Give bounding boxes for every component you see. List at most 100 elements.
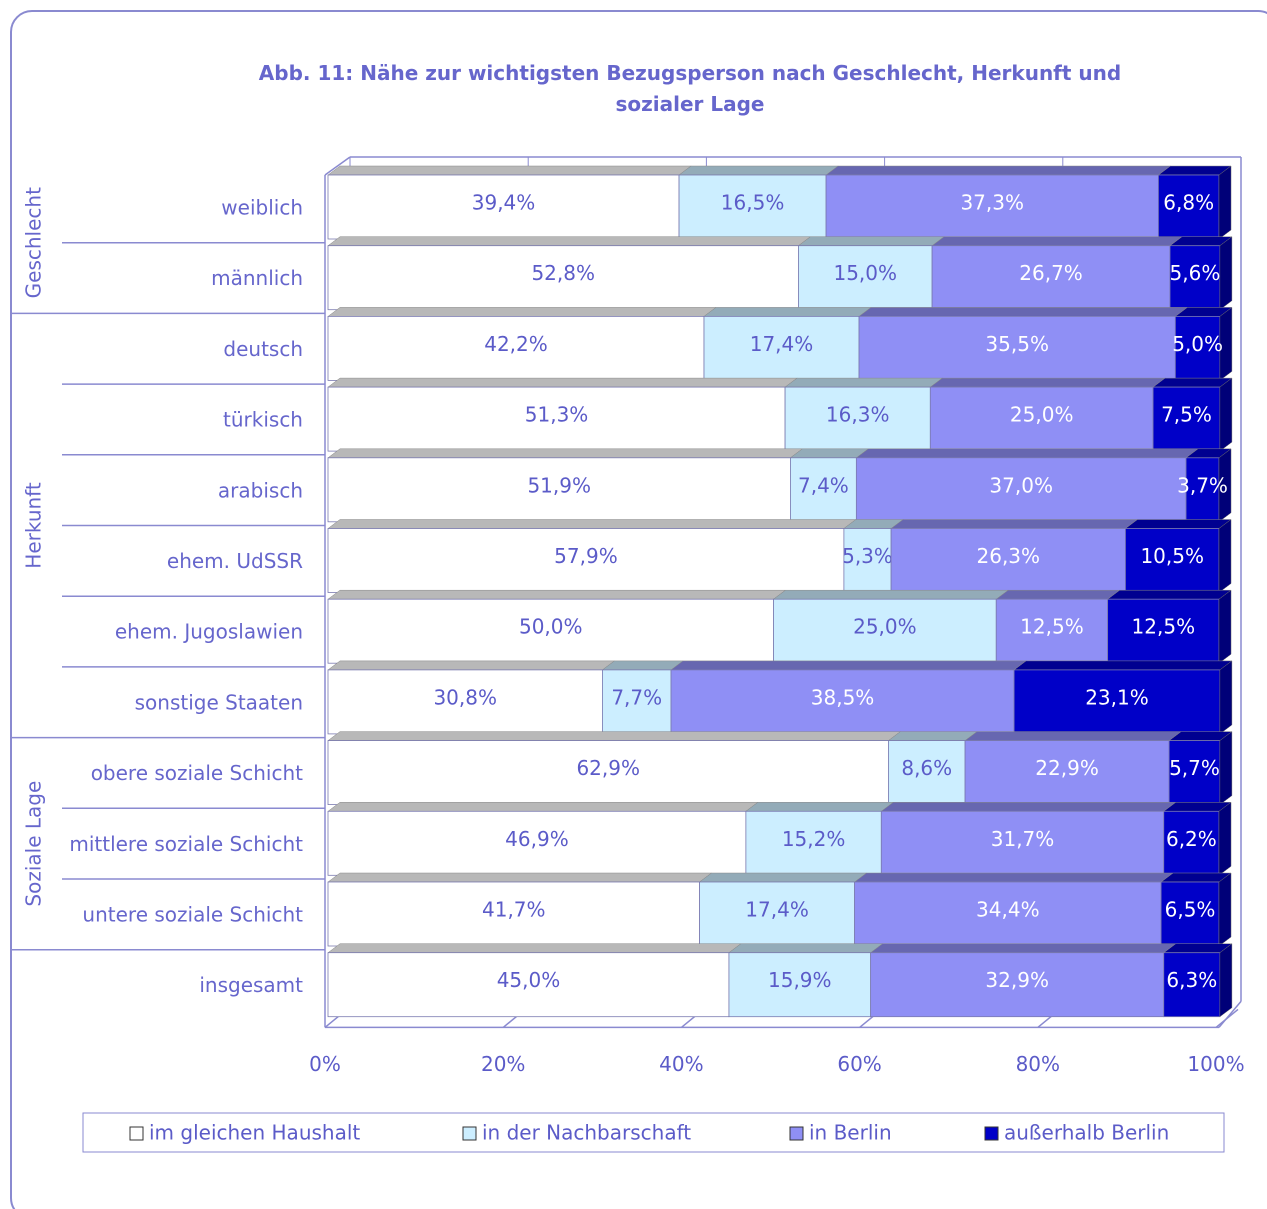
bar-top-face xyxy=(327,236,812,246)
bar-segment xyxy=(745,810,882,876)
value-label: 16,5% xyxy=(721,191,785,215)
bar-top-face xyxy=(880,802,1177,812)
bar-segment xyxy=(327,174,680,240)
bar-top-face xyxy=(670,660,1027,671)
category-label: arabisch xyxy=(218,478,303,502)
value-label: 25,0% xyxy=(1010,403,1074,427)
category-label: insgesamt xyxy=(199,973,303,997)
value-label: 12,5% xyxy=(1020,615,1084,639)
value-label: 26,7% xyxy=(1019,261,1083,285)
value-label: 7,5% xyxy=(1161,403,1212,427)
bar-top-face xyxy=(698,872,868,883)
bar-top-face xyxy=(825,165,1172,176)
x-tick-label: 100% xyxy=(1187,1052,1244,1076)
category-label: männlich xyxy=(211,266,303,290)
legend-label: außerhalb Berlin xyxy=(1004,1121,1169,1145)
bar-top-face xyxy=(327,165,692,176)
bar-segment xyxy=(327,881,700,947)
value-label: 57,9% xyxy=(554,544,618,568)
bar-segment xyxy=(327,669,603,735)
value-label: 7,4% xyxy=(798,473,849,497)
bar-top-face xyxy=(855,448,1199,459)
value-label: 39,4% xyxy=(472,191,536,215)
value-label: 10,5% xyxy=(1140,544,1204,568)
bar-segment xyxy=(790,457,857,523)
bar-top-face xyxy=(797,236,945,246)
value-label: 15,2% xyxy=(782,827,846,851)
bar-top-face xyxy=(678,165,839,176)
value-label: 17,4% xyxy=(745,898,809,922)
legend-label: im gleichen Haushalt xyxy=(149,1121,360,1145)
bar-top-face xyxy=(1157,165,1232,176)
bar-segment xyxy=(854,881,1162,947)
value-label: 25,0% xyxy=(853,615,917,639)
category-label: weiblich xyxy=(221,196,303,220)
x-tick-label: 60% xyxy=(837,1052,881,1076)
value-label: 15,9% xyxy=(768,968,832,992)
bar-top-face xyxy=(327,731,902,741)
value-label: 51,9% xyxy=(527,473,591,497)
bar-top-face xyxy=(964,731,1182,741)
bar-segment xyxy=(888,740,966,805)
value-label: 41,7% xyxy=(482,898,546,922)
bar-top-face xyxy=(327,872,713,883)
x-tick-label: 40% xyxy=(659,1052,703,1076)
bar-segment xyxy=(1013,669,1221,735)
bar-top-face xyxy=(601,660,684,671)
category-label: untere soziale Schicht xyxy=(82,903,303,927)
legend-swatch xyxy=(129,1126,144,1141)
bar-top-face xyxy=(327,589,787,600)
bar-top-face xyxy=(703,307,872,317)
value-label: 15,0% xyxy=(833,261,897,285)
value-label: 5,0% xyxy=(1172,332,1223,356)
bar-segment xyxy=(964,740,1170,805)
bar-top-face xyxy=(327,377,798,388)
bar-top-face xyxy=(327,519,857,529)
value-label: 37,3% xyxy=(960,191,1024,215)
value-label: 31,7% xyxy=(991,827,1055,851)
bar-segment xyxy=(825,174,1159,240)
bar-side-face xyxy=(1219,943,1233,1018)
bar-side-face xyxy=(1218,519,1232,593)
category-label: ehem. UdSSR xyxy=(167,549,303,573)
bar-segment xyxy=(843,528,892,593)
bar-top-face xyxy=(327,660,616,671)
value-label: 51,3% xyxy=(525,403,589,427)
bar-top-face xyxy=(327,307,717,317)
bar-segment xyxy=(327,598,774,664)
bar-segment xyxy=(880,810,1165,876)
bar-segment xyxy=(602,669,672,735)
bar-side-face xyxy=(1218,165,1232,240)
bar-top-face xyxy=(327,943,742,953)
x-tick-label: 80% xyxy=(1016,1052,1060,1076)
bar-side-face xyxy=(1219,236,1233,311)
value-label: 16,3% xyxy=(826,403,890,427)
value-label: 37,0% xyxy=(989,473,1053,497)
value-label: 6,8% xyxy=(1163,191,1214,215)
bar-segment xyxy=(1169,245,1221,311)
bar-segment xyxy=(929,386,1154,452)
bar-segment xyxy=(1163,952,1221,1018)
value-label: 6,2% xyxy=(1166,827,1217,851)
value-label: 22,9% xyxy=(1035,756,1099,780)
bar-top-face xyxy=(327,448,804,459)
value-label: 38,5% xyxy=(811,685,875,709)
legend-swatch xyxy=(462,1126,477,1141)
bar-side-face xyxy=(1219,731,1233,806)
bar-top-face xyxy=(1124,519,1232,529)
category-label: mittlere soziale Schicht xyxy=(69,832,303,856)
bar-side-face xyxy=(1218,448,1232,523)
bar-segment xyxy=(327,315,705,381)
category-label: deutsch xyxy=(223,337,303,361)
bar-top-face xyxy=(887,731,978,741)
bar-segment xyxy=(670,669,1015,735)
value-label: 30,8% xyxy=(433,685,497,709)
category-label: sonstige Staaten xyxy=(135,690,303,714)
bar-side-face xyxy=(1219,660,1233,735)
chart-title: Abb. 11: Nähe zur wichtigsten Bezugspers… xyxy=(258,61,1122,116)
bar-top-face xyxy=(890,519,1139,529)
bar-top-face xyxy=(789,448,870,459)
bar-segment xyxy=(703,315,860,381)
value-label: 12,5% xyxy=(1132,615,1196,639)
